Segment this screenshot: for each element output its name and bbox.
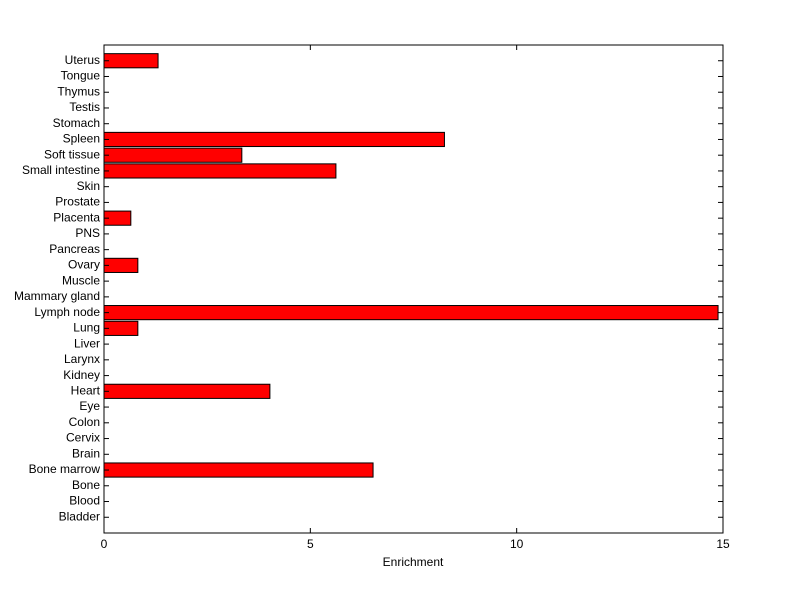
bar bbox=[103, 320, 139, 336]
y-tick-label: Prostate bbox=[55, 195, 100, 209]
y-tick-label: Eye bbox=[79, 399, 100, 413]
y-tick-label: Uterus bbox=[65, 53, 100, 67]
x-tick-label: 15 bbox=[716, 537, 730, 551]
y-tick-label: Ovary bbox=[68, 258, 100, 272]
bar bbox=[103, 305, 719, 321]
bar bbox=[103, 257, 139, 273]
y-tick-label: Blood bbox=[69, 494, 100, 508]
y-tick-label: Lymph node bbox=[34, 305, 100, 319]
x-tick-label: 0 bbox=[101, 537, 108, 551]
y-tick-label: Larynx bbox=[64, 352, 100, 366]
y-tick-label: PNS bbox=[75, 226, 100, 240]
y-tick-label: Colon bbox=[69, 415, 100, 429]
y-tick-label: Skin bbox=[77, 179, 100, 193]
y-tick-label: Bone bbox=[72, 478, 100, 492]
bar bbox=[103, 163, 337, 179]
y-tick-label: Stomach bbox=[53, 116, 100, 130]
y-tick-label: Muscle bbox=[62, 273, 100, 287]
y-tick-label: Tongue bbox=[61, 69, 101, 83]
y-tick-label: Bladder bbox=[59, 509, 100, 523]
bar bbox=[103, 462, 374, 478]
x-tick-label: 5 bbox=[307, 537, 314, 551]
y-tick-label: Placenta bbox=[53, 210, 100, 224]
plot-frame bbox=[103, 44, 724, 534]
y-tick-label: Soft tissue bbox=[44, 147, 100, 161]
y-tick-label: Cervix bbox=[66, 431, 100, 445]
y-tick-label: Kidney bbox=[63, 368, 100, 382]
y-tick-label: Liver bbox=[74, 336, 100, 350]
bar bbox=[103, 383, 271, 399]
y-tick-label: Bone marrow bbox=[29, 462, 101, 476]
y-tick-label: Brain bbox=[72, 446, 100, 460]
bar bbox=[103, 131, 445, 148]
y-tick-label: Lung bbox=[73, 321, 100, 335]
y-tick-label: Heart bbox=[71, 383, 101, 397]
x-axis-label: Enrichment bbox=[383, 555, 444, 569]
y-tick-label: Small intestine bbox=[22, 163, 100, 177]
y-tick-label: Thymus bbox=[57, 84, 100, 98]
y-tick-label: Testis bbox=[69, 100, 100, 114]
bar bbox=[103, 53, 159, 69]
bar bbox=[103, 147, 243, 163]
y-tick-label: Mammary gland bbox=[14, 289, 100, 303]
x-tick-label: 10 bbox=[510, 537, 524, 551]
y-tick-label: Spleen bbox=[63, 132, 100, 146]
y-tick-label: Pancreas bbox=[49, 242, 100, 256]
